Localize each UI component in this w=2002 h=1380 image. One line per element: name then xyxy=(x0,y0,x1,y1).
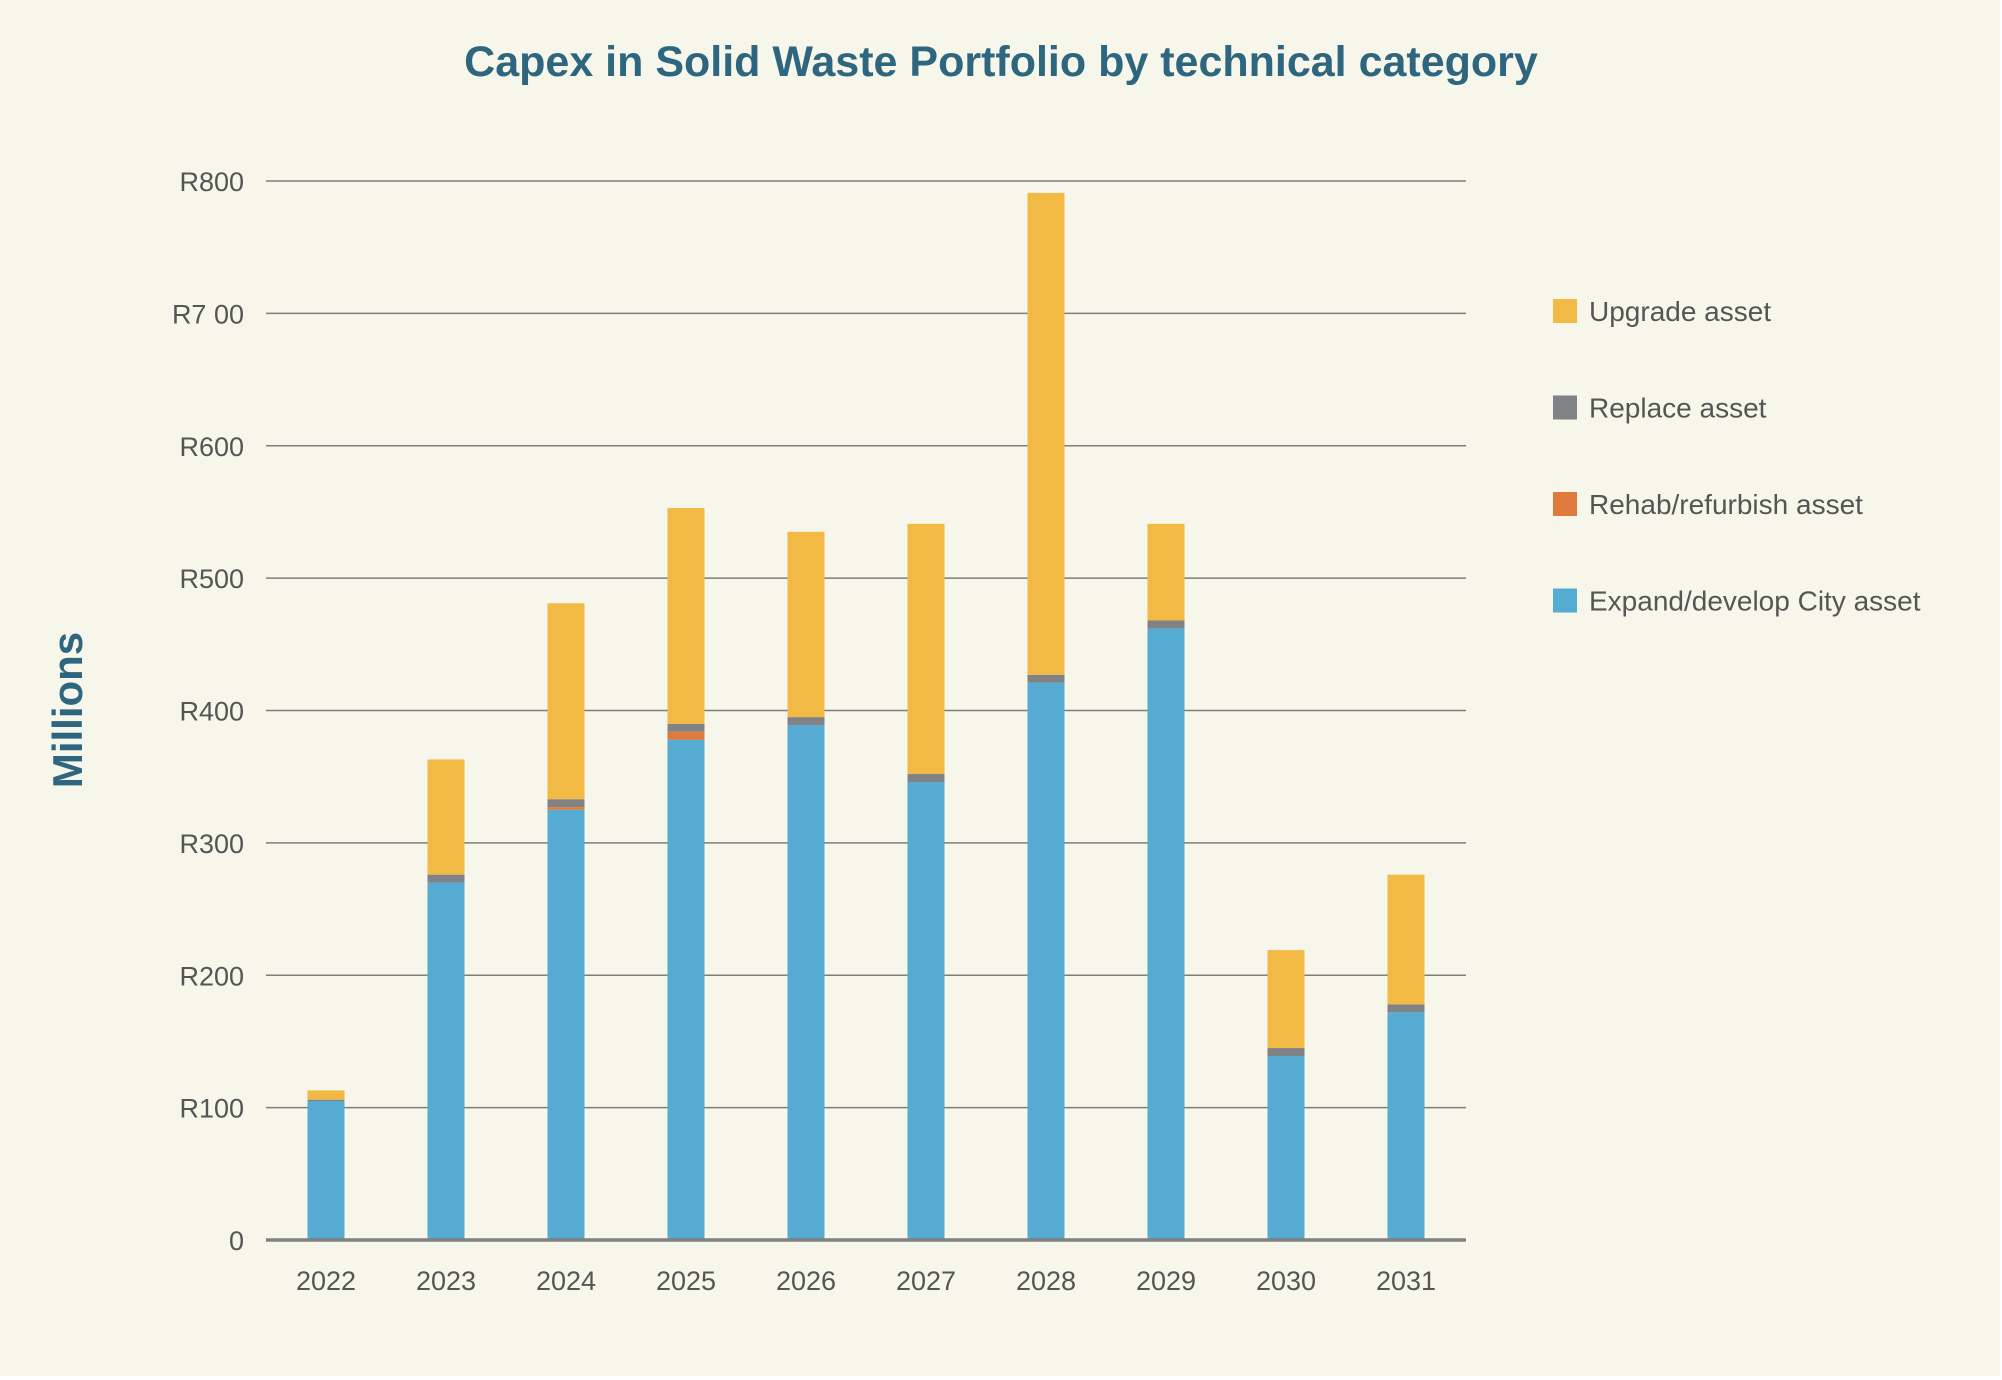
bar-segment-expand-develop-city-asset-2022 xyxy=(307,1101,345,1240)
y-tick-label: R800 xyxy=(179,167,244,197)
bar-segment-expand-develop-city-asset-2030 xyxy=(1267,1055,1305,1240)
bar-segment-upgrade-asset-2022 xyxy=(307,1090,345,1100)
bar-segment-upgrade-asset-2023 xyxy=(427,759,465,875)
bar-segment-upgrade-asset-2029 xyxy=(1147,523,1185,621)
bar-segment-replace-asset-2028 xyxy=(1027,674,1065,683)
x-tick-label: 2024 xyxy=(536,1266,596,1296)
bar-segment-expand-develop-city-asset-2028 xyxy=(1027,682,1065,1240)
legend-swatch xyxy=(1553,395,1577,420)
legend: Upgrade asset Replace asset Rehab/refurbis… xyxy=(1553,296,1921,617)
x-tick-label: 2031 xyxy=(1376,1266,1436,1296)
x-tick-labels: 2022 2023 2024 2025 2026 2027 2028 2029 2030 2031 xyxy=(296,1266,1436,1296)
legend-label: Expand/develop City asset xyxy=(1589,586,1921,617)
bar-stacks xyxy=(307,192,1425,1240)
legend-swatch xyxy=(1553,299,1577,323)
y-tick-label: R100 xyxy=(179,1094,244,1124)
y-tick-label: R500 xyxy=(179,564,244,594)
bar-segment-upgrade-asset-2026 xyxy=(787,531,825,718)
bar-segment-expand-develop-city-asset-2029 xyxy=(1147,628,1185,1240)
y-tick-label: R200 xyxy=(179,961,244,991)
bar-segment-upgrade-asset-2030 xyxy=(1267,950,1305,1049)
bar-segment-replace-asset-2031 xyxy=(1387,1004,1425,1013)
x-tick-label: 2029 xyxy=(1136,1266,1196,1296)
legend-swatch xyxy=(1553,588,1577,613)
y-tick-label: 0 xyxy=(229,1226,244,1256)
bar-segment-replace-asset-2025 xyxy=(667,723,705,732)
bar-segment-upgrade-asset-2028 xyxy=(1027,192,1065,675)
bar-segment-replace-asset-2026 xyxy=(787,717,825,726)
legend-label: Replace asset xyxy=(1589,393,1767,424)
gridlines xyxy=(266,180,1466,1109)
x-tick-label: 2026 xyxy=(776,1266,836,1296)
bar-segment-replace-asset-2030 xyxy=(1267,1048,1305,1056)
bar-segment-replace-asset-2027 xyxy=(907,774,945,782)
legend-label: Upgrade asset xyxy=(1589,296,1771,327)
bar-segment-replace-asset-2024 xyxy=(547,799,585,808)
bar-segment-upgrade-asset-2031 xyxy=(1387,874,1425,1005)
x-tick-label: 2025 xyxy=(656,1266,716,1296)
x-tick-label: 2023 xyxy=(416,1266,476,1296)
bar-segment-replace-asset-2029 xyxy=(1147,620,1185,629)
x-tick-label: 2027 xyxy=(896,1266,956,1296)
bar-segment-rehab-refurbish-asset-2025 xyxy=(667,731,705,740)
bar-segment-replace-asset-2022 xyxy=(307,1099,345,1102)
y-tick-label: R400 xyxy=(179,697,244,727)
bar-segment-rehab-refurbish-asset-2024 xyxy=(547,807,585,810)
x-tick-label: 2030 xyxy=(1256,1266,1316,1296)
bar-segment-upgrade-asset-2024 xyxy=(547,603,585,800)
x-tick-label: 2022 xyxy=(296,1266,356,1296)
y-tick-labels: 0 R100 R200 R300 R400 R500 R600 R7 00 R800 xyxy=(172,167,244,1256)
bar-segment-upgrade-asset-2025 xyxy=(667,507,705,724)
legend-label: Rehab/refurbish asset xyxy=(1589,489,1863,520)
bar-segment-expand-develop-city-asset-2027 xyxy=(907,781,945,1240)
bar-segment-upgrade-asset-2027 xyxy=(907,523,945,775)
bar-segment-expand-develop-city-asset-2031 xyxy=(1387,1012,1425,1240)
bar-segment-expand-develop-city-asset-2024 xyxy=(547,809,585,1240)
y-tick-label: R7 00 xyxy=(172,299,244,329)
chart-title: Capex in Solid Waste Portfolio by techni… xyxy=(464,38,1538,86)
bar-segment-expand-develop-city-asset-2026 xyxy=(787,725,825,1240)
bar-segment-expand-develop-city-asset-2023 xyxy=(427,882,465,1240)
y-tick-label: R300 xyxy=(179,829,244,859)
x-tick-label: 2028 xyxy=(1016,1266,1076,1296)
bar-segment-expand-develop-city-asset-2025 xyxy=(667,739,705,1240)
legend-swatch xyxy=(1553,492,1577,516)
bar-segment-replace-asset-2023 xyxy=(427,874,465,883)
y-tick-label: R600 xyxy=(179,432,244,462)
